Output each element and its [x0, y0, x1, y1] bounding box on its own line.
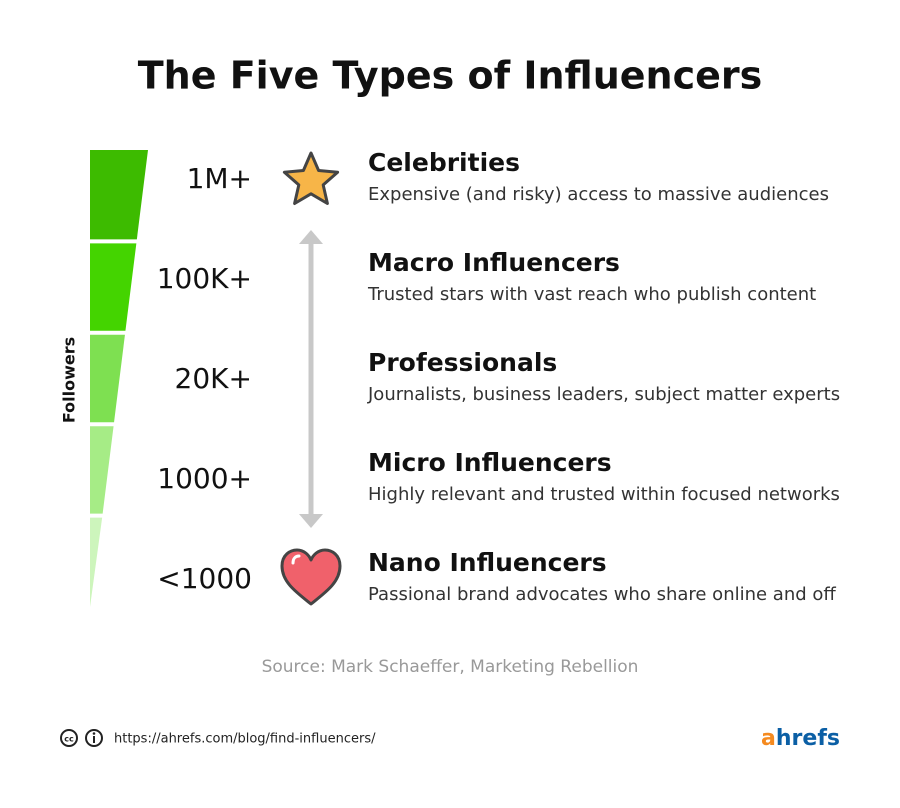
tier-segment [90, 334, 125, 423]
range-arrow [299, 230, 323, 528]
logo: ahrefs [761, 726, 840, 751]
axis-label: Followers [60, 337, 79, 423]
follower-count: 1M+ [187, 162, 252, 195]
footer-url: https://ahrefs.com/blog/find-influencers… [114, 732, 376, 747]
svg-text:cc: cc [64, 735, 74, 744]
heart-shine [291, 554, 301, 565]
license-icons: cc [60, 729, 103, 747]
tier-name: Celebrities [368, 148, 520, 177]
source: Source: Mark Schaeffer, Marketing Rebell… [262, 657, 639, 677]
tier-segment [90, 426, 114, 514]
follower-count: <1000 [157, 562, 252, 595]
tier-description: Trusted stars with vast reach who publis… [367, 284, 816, 305]
tier-segment [90, 517, 103, 607]
follower-count: 1000+ [157, 462, 252, 495]
tier-description: Journalists, business leaders, subject m… [367, 384, 840, 405]
logo-rest: hrefs [776, 726, 840, 751]
tier-name: Professionals [368, 348, 557, 377]
tier-description: Passional brand advocates who share onli… [368, 584, 836, 605]
tier-segment [90, 150, 148, 240]
tier-description: Highly relevant and trusted within focus… [368, 484, 840, 505]
star-icon [282, 151, 340, 205]
tier-name: Micro Influencers [368, 448, 612, 477]
logo-accent: a [761, 726, 776, 751]
tier-segment [90, 243, 137, 331]
follower-count: 20K+ [175, 362, 252, 395]
tier-name: Nano Influencers [368, 548, 607, 577]
heart-icon [280, 548, 342, 606]
title: The Five Types of Influencers [138, 54, 763, 98]
follower-count: 100K+ [157, 262, 252, 295]
tier-description: Expensive (and risky) access to massive … [368, 184, 829, 205]
tier-name: Macro Influencers [368, 248, 620, 277]
